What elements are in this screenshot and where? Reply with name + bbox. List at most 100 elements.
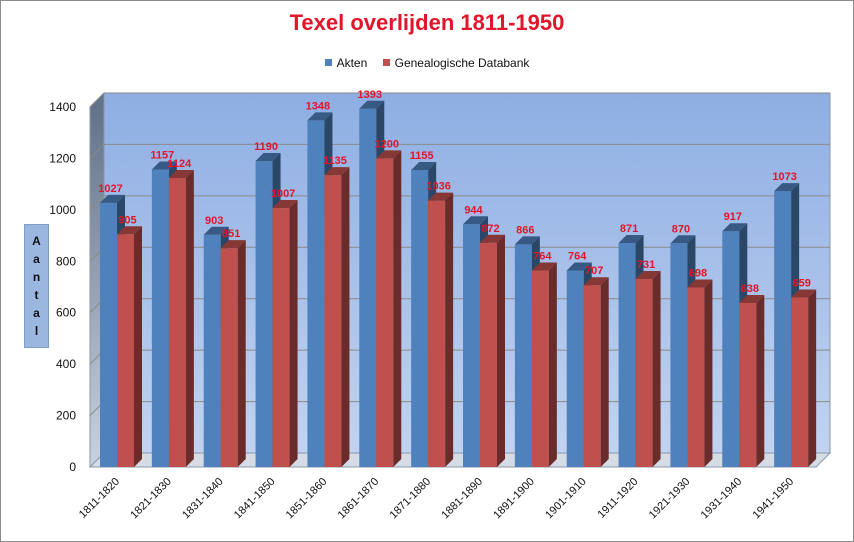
bar-genealogische-databank-side — [185, 169, 194, 467]
x-tick-label: 1821-1830 — [128, 476, 174, 522]
x-tick-label: 1921-1930 — [647, 476, 693, 522]
legend-label-akten: Akten — [336, 55, 368, 70]
gridline-side — [89, 92, 105, 108]
chart-title: Texel overlijden 1811-1950 — [289, 10, 565, 35]
bar-genealogische-databank-top — [428, 192, 454, 201]
data-label: 638 — [741, 283, 759, 295]
y-tick-label: 600 — [56, 306, 76, 320]
x-tick-label: 1831-1840 — [180, 476, 226, 522]
bar-akten-front — [618, 243, 636, 467]
bar-genealogische-databank-front — [168, 177, 186, 467]
bar-akten-top — [307, 112, 333, 121]
bar-genealogische-databank-front — [428, 200, 446, 467]
data-label: 1007 — [271, 188, 295, 200]
bar-genealogische-databank-side — [134, 226, 142, 467]
data-label: 866 — [516, 224, 534, 236]
x-tick-label: 1851-1860 — [284, 476, 330, 522]
legend-item-akten: Akten — [324, 55, 368, 70]
bar-akten-top — [359, 100, 385, 109]
data-label: 731 — [637, 259, 655, 271]
bar-genealogische-databank-top — [531, 262, 557, 271]
bar-akten-top — [722, 223, 748, 232]
data-label: 903 — [205, 215, 223, 227]
bar-akten-top — [566, 262, 592, 271]
bar-genealogische-databank-side — [652, 271, 661, 467]
y-tick-label: 200 — [56, 409, 76, 423]
chart-legend: Akten Genealogische Databank — [0, 55, 854, 70]
bar-genealogische-databank-front — [117, 234, 134, 467]
bar-akten-front — [514, 244, 532, 467]
y-axis-title-letter: t — [34, 288, 39, 302]
data-label: 1393 — [358, 89, 382, 101]
bar-akten-top — [463, 216, 488, 225]
bar-genealogische-databank-top — [324, 167, 350, 176]
bar-genealogische-databank-side — [548, 262, 557, 467]
gridline-side — [89, 195, 105, 211]
bar-akten-front — [566, 270, 584, 467]
x-tick-label: 1911-1920 — [596, 476, 641, 521]
data-label: 917 — [724, 211, 742, 223]
bar-genealogische-databank-front — [791, 297, 809, 467]
data-label: 1190 — [254, 141, 278, 153]
x-tick-label: 1871-1880 — [388, 476, 434, 522]
legend-item-genealogische-databank: Genealogische Databank — [382, 56, 529, 70]
bar-genealogische-databank-side — [808, 289, 817, 467]
data-label: 659 — [792, 278, 810, 290]
data-label: 1348 — [306, 100, 330, 112]
bar-akten-front — [722, 231, 740, 467]
bar-genealogische-databank-front — [531, 270, 549, 467]
x-tick-label: 1881-1890 — [439, 476, 485, 522]
bar-akten-front — [670, 243, 688, 467]
x-tick-label: 1901-1910 — [543, 476, 589, 522]
bar-akten-top — [774, 183, 800, 192]
bar-genealogische-databank-top — [117, 226, 142, 235]
data-label: 1157 — [150, 149, 174, 161]
bar-akten-front — [203, 234, 221, 467]
data-label: 872 — [481, 223, 499, 235]
bar-akten-front — [307, 120, 325, 467]
bar-genealogische-databank-side — [756, 294, 765, 467]
y-axis-title-letter: l — [34, 324, 39, 338]
data-label: 870 — [672, 223, 690, 235]
data-label: 1036 — [426, 181, 450, 193]
bar-genealogische-databank-front — [376, 158, 394, 467]
data-label: 1135 — [323, 155, 347, 167]
y-axis-title-letter: a — [33, 306, 40, 320]
bar-genealogische-databank-side — [289, 200, 298, 468]
bar-genealogische-databank-front — [635, 279, 653, 467]
bar-akten-front — [255, 161, 273, 467]
bar-akten-top — [411, 162, 437, 170]
y-axis-title-letter: A — [32, 234, 41, 248]
x-tick-label: 1841-1850 — [232, 476, 278, 522]
bar-akten-top — [151, 161, 177, 170]
bar-genealogische-databank-front — [220, 248, 238, 467]
bar-akten-top — [514, 236, 540, 245]
data-label: 851 — [222, 228, 240, 240]
bar-genealogische-databank-top — [480, 234, 505, 243]
legend-swatch-genealogische-databank — [382, 59, 390, 66]
gridline-side — [89, 144, 105, 159]
data-label: 764 — [568, 251, 587, 263]
y-axis-title-letter: n — [32, 270, 41, 284]
bar-akten-top — [670, 235, 696, 244]
bar-akten-top — [100, 194, 125, 203]
y-tick-label: 0 — [69, 460, 76, 474]
bar-genealogische-databank-front — [739, 302, 757, 467]
bar-genealogische-databank-side — [600, 277, 609, 467]
bar-akten-front — [359, 108, 377, 468]
bar-genealogische-databank-side — [497, 234, 505, 467]
bar-akten-front — [151, 169, 169, 467]
bar-akten-top — [255, 153, 281, 161]
bar-akten-top — [618, 235, 644, 244]
bar-genealogische-databank-front — [583, 285, 601, 467]
bar-genealogische-databank-side — [393, 150, 402, 467]
plot-floor — [88, 452, 832, 468]
y-tick-label: 1000 — [49, 203, 76, 217]
data-label: 1155 — [410, 150, 434, 162]
bar-genealogische-databank-front — [480, 242, 497, 467]
bar-genealogische-databank-front — [324, 175, 342, 467]
bar-genealogische-databank-side — [445, 192, 454, 467]
bar-akten-top — [203, 226, 229, 235]
y-tick-label: 1400 — [49, 100, 76, 114]
